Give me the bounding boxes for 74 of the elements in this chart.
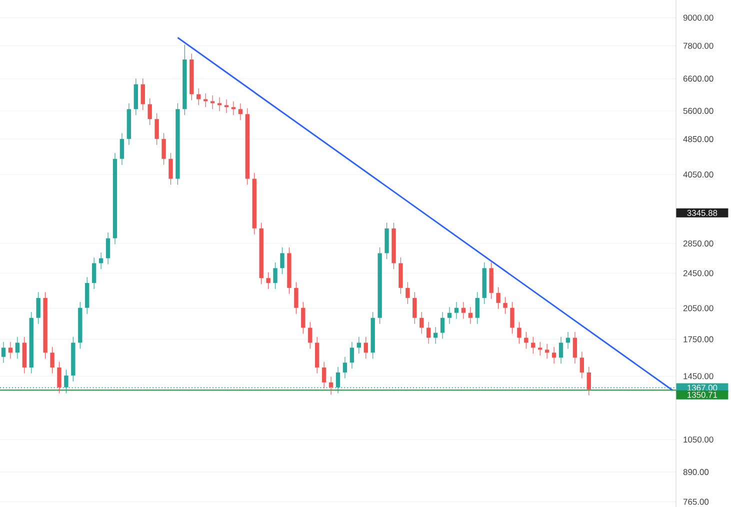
candlestick xyxy=(231,101,236,116)
candlestick xyxy=(496,286,500,310)
y-tick-label: 4050.00 xyxy=(683,172,714,178)
candlestick xyxy=(468,306,472,324)
y-tick-label: 1750.00 xyxy=(684,336,714,342)
candlestick xyxy=(301,302,306,334)
candlestick xyxy=(566,332,570,350)
candlestick xyxy=(406,282,410,304)
candlestick xyxy=(356,336,361,354)
candlestick xyxy=(280,247,284,274)
y-tick-label: 9000.00 xyxy=(683,14,714,21)
y-tick-label: 2850.00 xyxy=(683,240,714,246)
candlestick xyxy=(572,332,578,364)
candlestick xyxy=(217,97,222,112)
candlestick xyxy=(196,88,201,106)
candlestick xyxy=(148,98,152,126)
y-tick-label: 1450.00 xyxy=(684,373,714,380)
candlestick xyxy=(210,95,215,110)
candlestick xyxy=(322,361,326,389)
candlestick xyxy=(440,312,445,340)
candlestick xyxy=(412,292,417,324)
candlestick xyxy=(154,112,159,146)
candlestick xyxy=(328,376,334,395)
candlestick xyxy=(273,262,278,290)
candlestick xyxy=(1,342,6,364)
candlestick xyxy=(238,103,243,120)
candlestick xyxy=(162,132,166,166)
y-tick-label: 6600.00 xyxy=(683,76,714,82)
candlestick xyxy=(538,342,542,356)
candlestick xyxy=(342,356,348,379)
y-tick-label: 890.00 xyxy=(683,469,709,476)
candlestick xyxy=(106,232,110,264)
y-tick-label: 7800.00 xyxy=(683,42,714,49)
candlestick xyxy=(50,346,54,374)
candlestick xyxy=(517,322,522,344)
candlestick xyxy=(57,361,62,394)
y-tick-label: 2050.00 xyxy=(683,305,714,312)
text: 3345.88 xyxy=(687,210,718,216)
candlestick xyxy=(36,292,40,324)
candlestick xyxy=(461,302,466,320)
candlestick xyxy=(8,342,13,359)
candlestick xyxy=(447,306,452,324)
candlestick xyxy=(454,302,459,320)
candlestick xyxy=(92,257,96,290)
candlestick xyxy=(475,292,480,324)
y-tick-label: 4850.00 xyxy=(683,136,714,142)
y-tick-label: 2450.00 xyxy=(683,270,714,276)
y-tick-label: 1050.00 xyxy=(684,436,714,443)
candlestick xyxy=(420,312,424,334)
candlestick xyxy=(544,344,550,359)
candlestick xyxy=(552,346,556,364)
y-tick-label: 765.00 xyxy=(683,498,709,505)
candlestick xyxy=(294,282,298,314)
candlestick xyxy=(586,366,591,396)
candlestick xyxy=(266,272,270,290)
candlestick xyxy=(510,302,514,334)
ref-line-label: 1367.00 xyxy=(688,384,718,391)
candlestick xyxy=(350,342,354,369)
candlestick xyxy=(120,132,124,166)
ref-line-label: 1350.71 xyxy=(688,392,718,398)
candlestick xyxy=(531,336,536,354)
y-tick-label: 5600.00 xyxy=(683,108,714,114)
candlestick xyxy=(140,78,145,110)
candlestick xyxy=(580,351,584,379)
candlestick xyxy=(15,336,20,359)
candlestick xyxy=(426,322,431,344)
candlestick xyxy=(503,296,508,314)
candlestick xyxy=(558,336,564,364)
candlestick xyxy=(168,152,173,186)
candlestick xyxy=(308,322,312,350)
candlestick xyxy=(224,99,229,114)
candlestick xyxy=(203,93,208,108)
candlestick xyxy=(524,332,528,350)
candlestick xyxy=(364,336,368,359)
